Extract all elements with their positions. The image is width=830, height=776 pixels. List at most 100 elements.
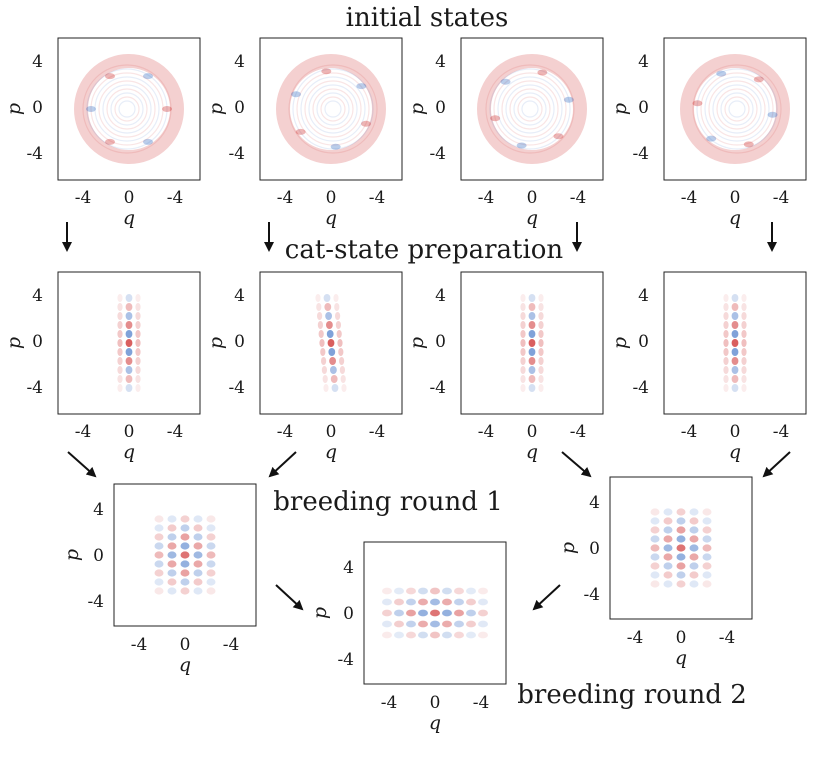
- wigner-blob: [706, 135, 717, 142]
- wigner-fringe-dot: [327, 339, 335, 347]
- ytick-label: 4: [589, 493, 600, 513]
- wigner-fringe-dot: [206, 524, 216, 532]
- xtick-label: -4: [773, 422, 790, 442]
- wigner-fringe-dot: [538, 384, 544, 392]
- wigner-fringe-dot: [478, 620, 488, 628]
- wigner-fringe: [521, 100, 539, 118]
- wigner-fringe-dot: [731, 339, 739, 347]
- wigner-fringe-dot: [135, 375, 141, 383]
- wigner-fringe-dot: [650, 508, 660, 516]
- wigner-map: [74, 54, 184, 164]
- label-breeding-round-2: breeding round 2: [517, 680, 746, 710]
- wigner-fringe-dot: [650, 526, 660, 534]
- wigner-fringe-dot: [689, 571, 699, 579]
- wigner-fringe-dot: [430, 620, 440, 628]
- wigner-fringe: [304, 80, 362, 138]
- wigner-fringe-dot: [676, 580, 686, 588]
- wigner-fringe-dot: [394, 587, 404, 595]
- xtick-label: -4: [478, 188, 495, 208]
- y-axis-label: p: [3, 337, 25, 349]
- wigner-fringe: [308, 84, 358, 134]
- panel-frame: [259, 37, 403, 181]
- wigner-fringe-dot: [135, 384, 141, 392]
- wigner-fringe-dot: [125, 375, 133, 383]
- ytick-label: -4: [583, 585, 600, 605]
- wigner-fringe-dot: [117, 384, 123, 392]
- wigner-fringe-dot: [180, 569, 190, 577]
- wigner-fringe-dot: [689, 553, 699, 561]
- wigner-fringe-dot: [193, 515, 203, 523]
- wigner-fringe-dot: [538, 312, 544, 320]
- wigner-blob: [563, 96, 574, 103]
- wigner-blob: [86, 106, 96, 112]
- ytick-label: 0: [638, 98, 649, 118]
- wigner-fringe: [493, 72, 567, 146]
- wigner-fringe-dot: [206, 551, 216, 559]
- wigner-fringe-dot: [135, 312, 141, 320]
- panel-init-1: 4 0 -4 p -4 0 -4 q: [3, 37, 201, 229]
- wigner-fringe-dot: [702, 535, 712, 543]
- x-axis-label: q: [526, 207, 538, 229]
- wigner-blob: [143, 138, 153, 145]
- ytick-label: 4: [234, 286, 245, 306]
- wigner-fringe-dot: [167, 524, 177, 532]
- wigner-fringe: [505, 84, 555, 134]
- xtick-label: 0: [730, 188, 741, 208]
- wigner-outer-ring: [276, 54, 386, 164]
- wigner-fringe-dot: [135, 321, 141, 329]
- wigner-fringe-dot: [741, 366, 747, 374]
- wigner-fringe-dot: [723, 384, 729, 392]
- wigner-fringe-dot: [193, 578, 203, 586]
- wigner-fringe-dot: [180, 524, 190, 532]
- wigner-fringe-dot: [206, 542, 216, 550]
- wigner-fringe-dot: [117, 321, 123, 329]
- wigner-map: [723, 294, 747, 392]
- xtick-label: -4: [277, 422, 294, 442]
- wigner-fringe-dot: [650, 580, 660, 588]
- wigner-fringe-dot: [125, 384, 133, 392]
- wigner-fringe: [700, 72, 774, 146]
- wigner-fringe-dot: [663, 517, 673, 525]
- y-axis-label: p: [205, 103, 227, 115]
- wigner-fringe-dot: [206, 569, 216, 577]
- wigner-fringe-dot: [326, 330, 334, 338]
- wigner-fringe-dot: [538, 357, 544, 365]
- wigner-fringe-dot: [676, 571, 686, 579]
- xtick-label: -4: [473, 693, 490, 713]
- wigner-fringe-dot: [329, 357, 336, 365]
- wigner-fringe-dot: [335, 312, 341, 320]
- wigner-fringe-dot: [154, 587, 164, 595]
- wigner-fringe: [110, 92, 144, 126]
- wigner-fringe-dot: [154, 524, 164, 532]
- ytick-label: 4: [435, 286, 446, 306]
- wigner-map: [154, 515, 216, 595]
- xtick-label: 0: [527, 422, 538, 442]
- wigner-fringe-dot: [466, 631, 476, 639]
- wigner-fringe-dot: [406, 631, 416, 639]
- wigner-fringe-dot: [663, 571, 673, 579]
- wigner-fringe-dot: [154, 551, 164, 559]
- wigner-fringe: [320, 96, 346, 122]
- wigner-fringe-dot: [406, 587, 416, 595]
- xtick-label: -4: [369, 188, 386, 208]
- wigner-fringe-dot: [689, 562, 699, 570]
- wigner-fringe-dot: [325, 312, 332, 320]
- wigner-fringe-dot: [528, 375, 536, 383]
- xtick-label: -4: [75, 188, 92, 208]
- wigner-fringe: [712, 84, 762, 134]
- ytick-label: 4: [343, 558, 354, 578]
- ytick-label: 0: [638, 332, 649, 352]
- wigner-fringe-dot: [731, 312, 739, 320]
- wigner-fringe-dot: [331, 384, 339, 392]
- wigner-fringe-dot: [466, 609, 476, 617]
- wigner-fringe-dot: [406, 609, 416, 617]
- wigner-fringe-dot: [180, 587, 190, 595]
- wigner-fringe: [316, 92, 350, 126]
- wigner-fringe-dot: [650, 571, 660, 579]
- wigner-fringe: [692, 64, 782, 154]
- wigner-fringe: [288, 64, 378, 154]
- wigner-fringe-dot: [528, 303, 536, 311]
- wigner-fringe-dot: [723, 366, 729, 374]
- wigner-blob: [361, 120, 372, 127]
- wigner-fringe-dot: [538, 348, 544, 356]
